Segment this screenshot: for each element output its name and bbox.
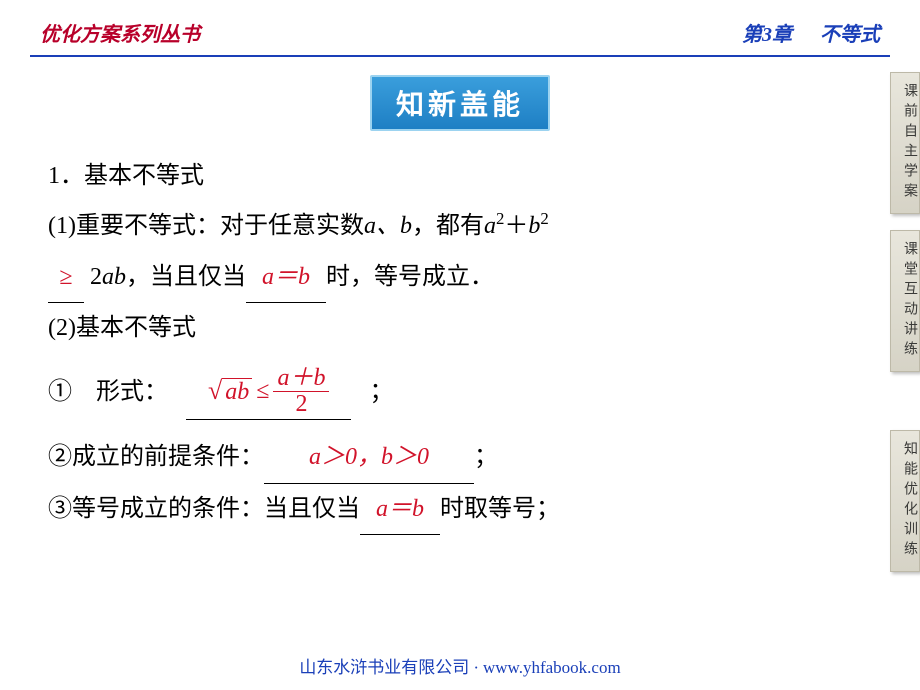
blank-eq: a＝b [360, 484, 440, 535]
blank-aeqb: a＝b [246, 252, 326, 303]
cond-prefix: ②成立的前提条件： [48, 444, 264, 470]
fraction: a＋b 2 [273, 366, 329, 418]
line-blank-row: ≥ 2ab，当且仅当 a＝b 时，等号成立． [48, 252, 860, 303]
heading-2: (2)基本不等式 [48, 303, 860, 353]
math-plus: ＋ [504, 213, 528, 239]
section-banner-wrap: 知新盖能 [0, 75, 920, 131]
chapter-topic: 不等式 [820, 24, 880, 46]
fill-eq: a＝b [376, 496, 424, 522]
side-tab-3[interactable]: 知能优化训练 [890, 430, 920, 572]
num-2: 2 [90, 264, 102, 290]
formula-line: ① 形式： √ ab ≤ a＋b 2 ； [48, 366, 860, 421]
var-ab: ab [102, 264, 126, 290]
cond-tail: ； [474, 444, 498, 470]
formula-tail: ； [369, 377, 393, 408]
formula: √ ab ≤ a＋b 2 [208, 366, 329, 418]
line-important-inequality: (1)重要不等式：对于任意实数a、b，都有a2＋b2 [48, 201, 860, 251]
le-sign: ≤ [252, 376, 273, 407]
eq-prefix: ③等号成立的条件：当且仅当 [48, 496, 360, 522]
heading-1: 1．基本不等式 [48, 151, 860, 201]
formula-label: ① 形式： [48, 377, 168, 408]
side-tab-2[interactable]: 课堂互动讲练 [890, 230, 920, 372]
text-dangqie: ，当且仅当 [126, 264, 246, 290]
text-mid: ，都有 [412, 213, 484, 239]
eq-tail: 时取等号； [440, 496, 560, 522]
section-banner: 知新盖能 [370, 75, 550, 131]
chapter-title: 第3章 不等式 [742, 18, 880, 47]
fill-cond: a＞0，b＞0 [309, 444, 429, 470]
math-a: a [484, 213, 496, 239]
frac-num: a＋b [273, 366, 329, 391]
sqrt: √ ab [208, 378, 252, 405]
sqrt-body: ab [222, 378, 252, 405]
blank-ge: ≥ [48, 252, 84, 303]
text-tail1: 时，等号成立． [326, 264, 494, 290]
math-b: b [528, 213, 540, 239]
line-equality: ③等号成立的条件：当且仅当 a＝b 时取等号； [48, 484, 860, 535]
math-sup2: 2 [540, 209, 548, 228]
series-title: 优化方案系列丛书 [40, 18, 200, 47]
header-divider [30, 55, 890, 57]
line-condition: ②成立的前提条件： a＞0，b＞0 ； [48, 432, 860, 483]
content-area: 1．基本不等式 (1)重要不等式：对于任意实数a、b，都有a2＋b2 ≥ 2ab… [0, 131, 920, 535]
side-tab-1[interactable]: 课前自主学案 [890, 72, 920, 214]
text-2ab: 2ab [84, 264, 126, 290]
text-prefix: (1)重要不等式：对于任意实数 [48, 213, 364, 239]
sqrt-sign: √ [208, 378, 222, 404]
footer-url: www.yhfabook.com [483, 658, 621, 677]
math-vars: a、b [364, 213, 412, 239]
footer-dot: · [469, 658, 483, 677]
fill-ge: ≥ [59, 264, 72, 290]
footer: 山东水浒书业有限公司·www.yhfabook.com [0, 653, 920, 678]
page-header: 优化方案系列丛书 第3章 不等式 [0, 0, 920, 55]
formula-blank: √ ab ≤ a＋b 2 [186, 366, 351, 421]
fill-aeqb: a＝b [262, 264, 310, 290]
blank-cond: a＞0，b＞0 [264, 432, 474, 483]
footer-company: 山东水浒书业有限公司 [299, 658, 469, 677]
frac-den: 2 [291, 392, 311, 417]
chapter-number: 第3章 [742, 24, 792, 46]
